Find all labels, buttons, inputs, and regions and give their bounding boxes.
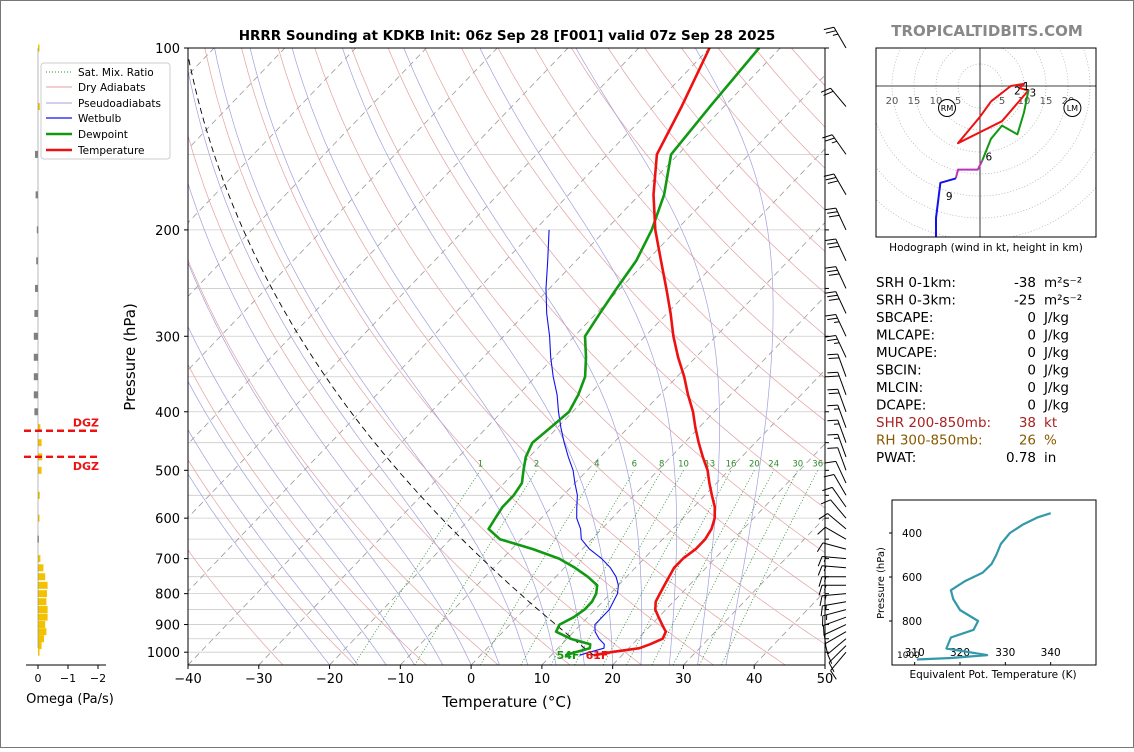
figure-frame xyxy=(0,0,1134,748)
